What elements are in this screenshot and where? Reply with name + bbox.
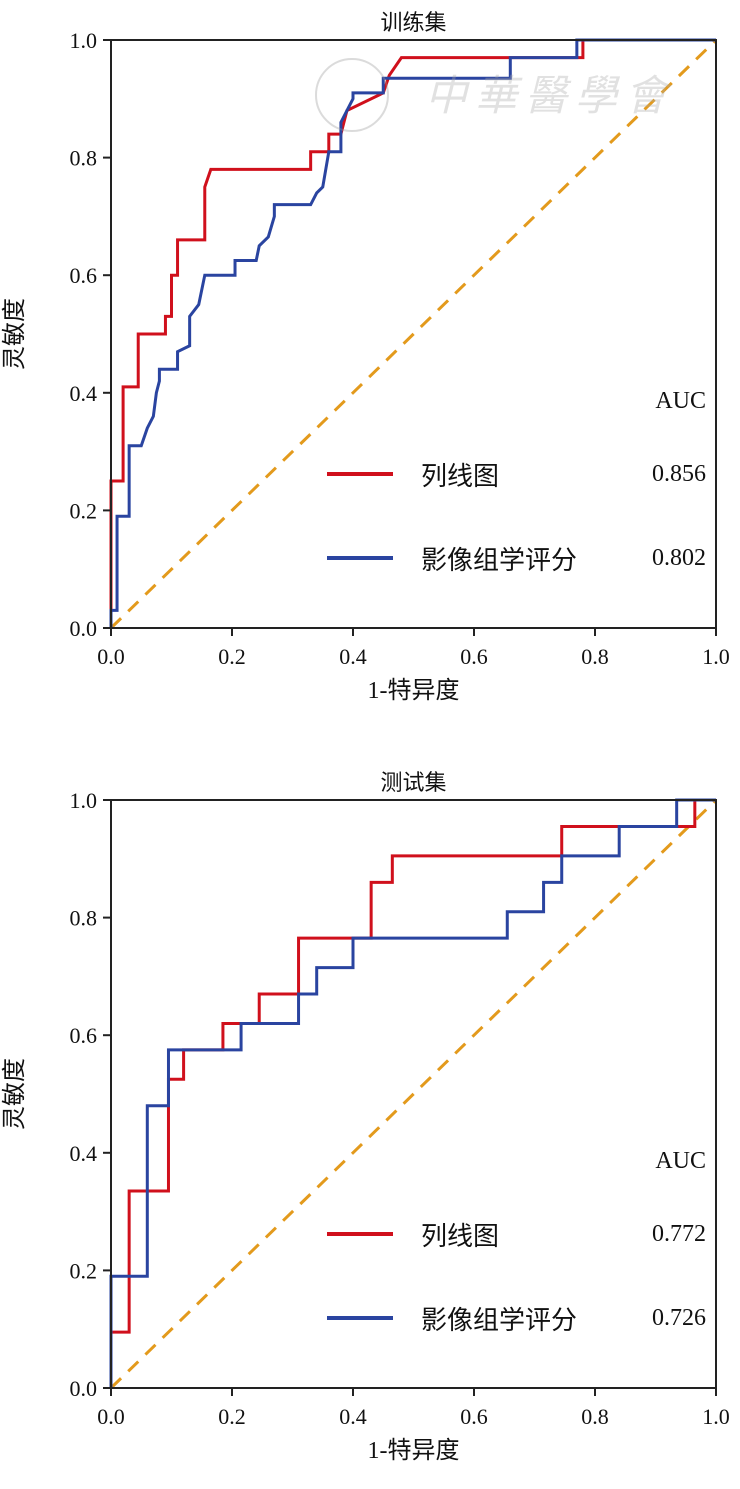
legend-auc-value: 0.856 — [652, 461, 706, 487]
roc-curve-nomogram — [109, 798, 716, 1388]
x-tick-label: 0.4 — [339, 644, 367, 669]
x-tick-label: 0.6 — [460, 1404, 488, 1429]
y-tick-label: 1.0 — [70, 788, 98, 813]
roc-curve-radiomics — [109, 38, 716, 628]
y-axis-label: 灵敏度 — [1, 298, 28, 370]
plot-frame — [110, 39, 717, 629]
y-tick-label: 0.2 — [70, 1258, 98, 1283]
y-tick-label: 0.6 — [70, 1023, 98, 1048]
x-tick-label: 0.8 — [581, 1404, 609, 1429]
seal-icon — [315, 58, 389, 132]
plot-frame — [110, 799, 717, 1389]
x-tick-label: 0.4 — [339, 1404, 367, 1429]
y-tick-label: 1.0 — [70, 28, 98, 53]
y-tick-label: 0.6 — [70, 263, 98, 288]
x-tick-label: 1.0 — [702, 644, 730, 669]
reference-diagonal-line — [109, 38, 718, 630]
x-tick-label: 0.2 — [218, 644, 246, 669]
chart-title: 训练集 — [380, 10, 446, 35]
y-tick-label: 0.4 — [70, 1141, 98, 1166]
x-axis-label: 1-特异度 — [368, 677, 460, 704]
y-tick-label: 0.0 — [70, 1376, 98, 1401]
y-tick-label: 0.8 — [70, 906, 98, 931]
x-tick-label: 0.6 — [460, 644, 488, 669]
roc-curve-radiomics — [109, 798, 716, 1388]
y-tick-label: 0.8 — [70, 146, 98, 171]
watermark-text: 中華醫學會 — [425, 74, 675, 120]
legend-label: 影像组学评分 — [421, 1306, 577, 1335]
chart-title: 测试集 — [380, 770, 446, 795]
legend-label: 列线图 — [421, 1222, 499, 1251]
legend-auc-value: 0.726 — [652, 1305, 706, 1331]
legend-auc-value: 0.802 — [652, 545, 706, 571]
x-axis-label: 1-特异度 — [368, 1437, 460, 1464]
watermark-seal: 中華醫學會 — [315, 58, 675, 132]
legend-label: 列线图 — [421, 462, 499, 491]
y-tick-label: 0.4 — [70, 381, 98, 406]
roc-chart-train: 训练集 0.0 0.2 0.4 0.6 0.8 1.0 0.0 0.2 0.4 0.6 0.8 1.0 1… — [1, 10, 730, 704]
x-tick-label: 0.8 — [581, 644, 609, 669]
x-tick-label: 0.0 — [97, 1404, 125, 1429]
legend-auc-value: 0.772 — [652, 1221, 706, 1247]
x-tick-label: 0.0 — [97, 644, 125, 669]
reference-diagonal-line — [109, 798, 718, 1390]
roc-chart-test: 测试集 0.0 0.2 0.4 0.6 0.8 1.0 0.0 0.2 0.4 0.6 0.8 1.0 1… — [1, 770, 730, 1464]
x-tick-label: 0.2 — [218, 1404, 246, 1429]
legend-auc-header: AUC — [655, 388, 706, 414]
legend-auc-header: AUC — [655, 1148, 706, 1174]
roc-curve-nomogram — [109, 38, 716, 628]
legend-label: 影像组学评分 — [421, 546, 577, 575]
y-axis-label: 灵敏度 — [1, 1058, 28, 1130]
x-tick-label: 1.0 — [702, 1404, 730, 1429]
y-tick-label: 0.0 — [70, 616, 98, 641]
y-tick-label: 0.2 — [70, 498, 98, 523]
